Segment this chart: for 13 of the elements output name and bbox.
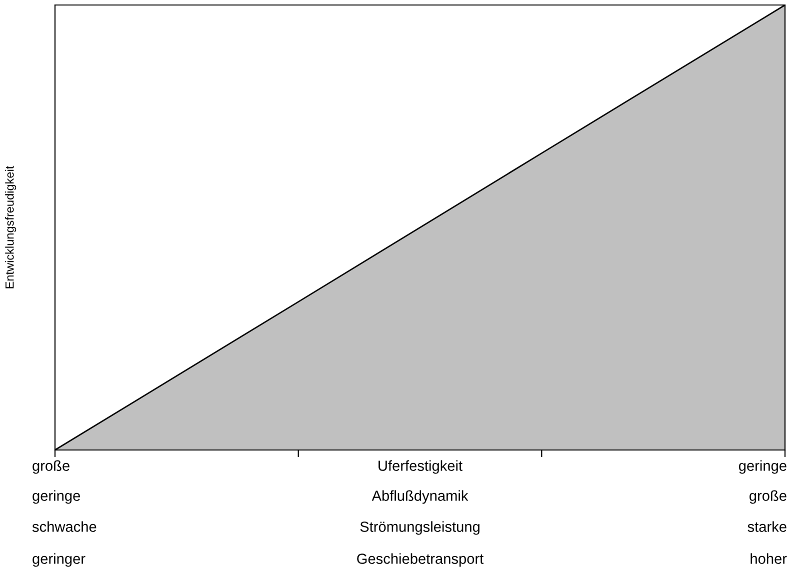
text: starke [748,521,786,532]
y-axis-title: Entwicklungsfreudigkeit [5,166,16,288]
text: Abflußdynamik [372,490,468,504]
text: große [750,490,786,504]
text: Uferfestigkeit [378,460,462,474]
text: hoher [750,553,787,564]
text: schwache [32,521,96,532]
text: Strömungsleistung [360,521,480,535]
text: große [32,460,70,474]
text: geringe [738,460,786,474]
text: geringe [32,490,80,504]
text: geringer [32,553,86,567]
text: Geschiebetransport [357,553,484,567]
